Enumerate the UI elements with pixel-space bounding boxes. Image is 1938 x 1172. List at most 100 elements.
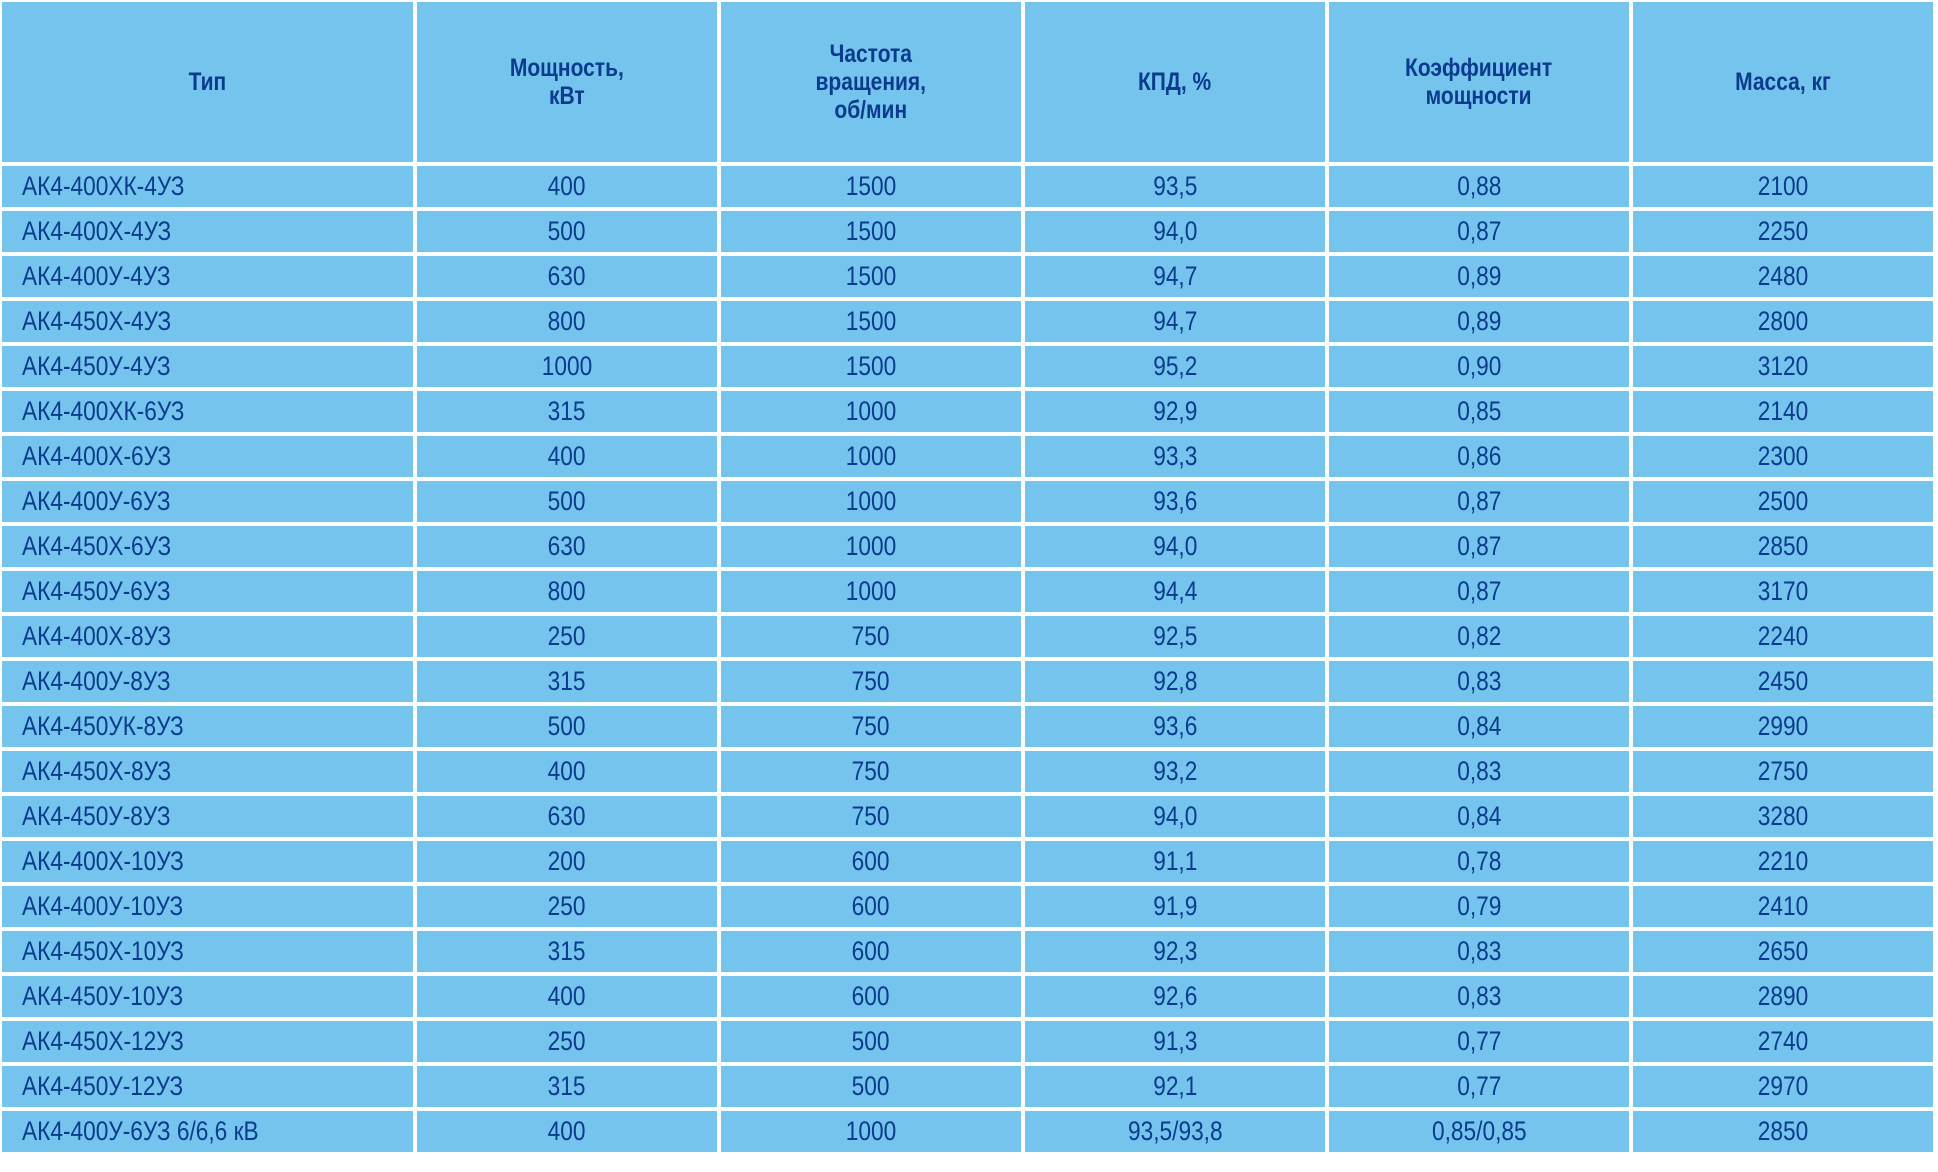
table-row: АК4-450Х-12УЗ 250 500 91,3 0,77 2740 — [2, 1021, 1933, 1062]
cell-efficiency: 94,0 — [1025, 211, 1325, 252]
cell-mass: 2100 — [1633, 166, 1933, 207]
cell-type-value: АК4-450У-6УЗ — [22, 576, 171, 606]
cell-mass: 3170 — [1633, 571, 1933, 612]
cell-mass: 2990 — [1633, 706, 1933, 747]
cell-speed: 600 — [721, 886, 1021, 927]
cell-mass-value: 2500 — [1757, 486, 1809, 516]
cell-efficiency: 92,3 — [1025, 931, 1325, 972]
cell-efficiency-value: 94,0 — [1152, 801, 1198, 831]
cell-mass: 2480 — [1633, 256, 1933, 297]
cell-efficiency-value: 93,5/93,8 — [1127, 1116, 1223, 1146]
cell-speed: 750 — [721, 796, 1021, 837]
cell-efficiency-value: 93,2 — [1152, 756, 1198, 786]
cell-type: АК4-400ХК-4УЗ — [2, 166, 413, 207]
cell-power-value: 630 — [548, 801, 586, 831]
cell-speed: 600 — [721, 931, 1021, 972]
table-row: АК4-400У-6УЗ 6/6,6 кВ 400 1000 93,5/93,8 0,8… — [2, 1111, 1933, 1152]
cell-type: АК4-400Х-10УЗ — [2, 841, 413, 882]
cell-efficiency-value: 93,3 — [1152, 441, 1198, 471]
cell-speed-value: 1000 — [845, 576, 897, 606]
cell-power-value: 315 — [548, 936, 586, 966]
cell-efficiency-value: 94,7 — [1152, 306, 1198, 336]
cell-type-value: АК4-400ХК-6УЗ — [22, 396, 185, 426]
cell-speed-value: 750 — [852, 621, 890, 651]
cell-power-factor-value: 0,83 — [1456, 981, 1502, 1011]
cell-mass: 2740 — [1633, 1021, 1933, 1062]
cell-mass: 2500 — [1633, 481, 1933, 522]
cell-speed-value: 500 — [852, 1026, 890, 1056]
table-row: АК4-400ХК-6УЗ 315 1000 92,9 0,85 2140 — [2, 391, 1933, 432]
cell-speed: 1500 — [721, 211, 1021, 252]
cell-mass-value: 3280 — [1757, 801, 1809, 831]
header-speed-label: Частота вращения, об/мин — [815, 40, 927, 124]
cell-power-factor-value: 0,87 — [1456, 576, 1502, 606]
cell-mass: 2240 — [1633, 616, 1933, 657]
table-row: АК4-450Х-8УЗ 400 750 93,2 0,83 2750 — [2, 751, 1933, 792]
cell-speed: 1000 — [721, 391, 1021, 432]
table-row: АК4-450У-4УЗ 1000 1500 95,2 0,90 3120 — [2, 346, 1933, 387]
cell-power-value: 500 — [548, 216, 586, 246]
cell-mass: 2300 — [1633, 436, 1933, 477]
cell-power-factor: 0,88 — [1329, 166, 1629, 207]
cell-efficiency-value: 92,9 — [1152, 396, 1198, 426]
table-row: АК4-450У-12УЗ 315 500 92,1 0,77 2970 — [2, 1066, 1933, 1107]
cell-power-factor: 0,79 — [1329, 886, 1629, 927]
cell-speed-value: 1500 — [845, 171, 897, 201]
table-row: АК4-400Х-6УЗ 400 1000 93,3 0,86 2300 — [2, 436, 1933, 477]
cell-speed-value: 1000 — [845, 486, 897, 516]
cell-power-value: 250 — [548, 1026, 586, 1056]
cell-mass-value: 2850 — [1757, 531, 1809, 561]
cell-type-value: АК4-400У-10УЗ — [22, 891, 184, 921]
cell-speed-value: 600 — [852, 936, 890, 966]
table-header: Тип Мощность, кВт Частота вращения, об/мин КПД… — [2, 2, 1933, 162]
cell-type-value: АК4-450У-8УЗ — [22, 801, 171, 831]
cell-power-value: 800 — [548, 576, 586, 606]
cell-mass-value: 2240 — [1757, 621, 1809, 651]
cell-type: АК4-400У-6УЗ 6/6,6 кВ — [2, 1111, 413, 1152]
table-row: АК4-400ХК-4УЗ 400 1500 93,5 0,88 2100 — [2, 166, 1933, 207]
cell-type-value: АК4-450Х-6УЗ — [22, 531, 172, 561]
header-row: Тип Мощность, кВт Частота вращения, об/мин КПД… — [2, 2, 1933, 162]
header-power: Мощность, кВт — [417, 2, 717, 162]
cell-mass: 2800 — [1633, 301, 1933, 342]
cell-type-value: АК4-400У-8УЗ — [22, 666, 171, 696]
header-type: Тип — [2, 2, 413, 162]
cell-power-factor-value: 0,87 — [1456, 216, 1502, 246]
cell-type-value: АК4-450У-12УЗ — [22, 1071, 184, 1101]
cell-power-value: 315 — [548, 1071, 586, 1101]
cell-efficiency: 92,1 — [1025, 1066, 1325, 1107]
cell-mass-value: 2480 — [1757, 261, 1809, 291]
cell-speed-value: 750 — [852, 666, 890, 696]
cell-type-value: АК4-450Х-4УЗ — [22, 306, 172, 336]
table-row: АК4-400У-10УЗ 250 600 91,9 0,79 2410 — [2, 886, 1933, 927]
cell-speed: 1000 — [721, 436, 1021, 477]
cell-power-value: 250 — [548, 891, 586, 921]
cell-mass: 3280 — [1633, 796, 1933, 837]
cell-speed: 1500 — [721, 166, 1021, 207]
cell-power: 400 — [417, 1111, 717, 1152]
cell-efficiency-value: 91,9 — [1152, 891, 1198, 921]
cell-power-value: 400 — [548, 171, 586, 201]
cell-efficiency-value: 94,0 — [1152, 216, 1198, 246]
table-row: АК4-450Х-4УЗ 800 1500 94,7 0,89 2800 — [2, 301, 1933, 342]
cell-power: 500 — [417, 481, 717, 522]
cell-power-value: 400 — [548, 441, 586, 471]
cell-mass-value: 3120 — [1757, 351, 1809, 381]
table-row: АК4-450Х-10УЗ 315 600 92,3 0,83 2650 — [2, 931, 1933, 972]
table-row: АК4-400Х-4УЗ 500 1500 94,0 0,87 2250 — [2, 211, 1933, 252]
cell-mass: 2210 — [1633, 841, 1933, 882]
cell-power-factor: 0,89 — [1329, 301, 1629, 342]
cell-mass: 2750 — [1633, 751, 1933, 792]
table-row: АК4-400У-4УЗ 630 1500 94,7 0,89 2480 — [2, 256, 1933, 297]
cell-power-factor-value: 0,88 — [1456, 171, 1502, 201]
cell-mass-value: 2750 — [1757, 756, 1809, 786]
cell-type-value: АК4-450Х-8УЗ — [22, 756, 172, 786]
cell-speed: 750 — [721, 751, 1021, 792]
cell-power: 500 — [417, 706, 717, 747]
cell-speed: 600 — [721, 976, 1021, 1017]
cell-type: АК4-450У-8УЗ — [2, 796, 413, 837]
cell-speed-value: 1500 — [845, 306, 897, 336]
cell-mass: 2250 — [1633, 211, 1933, 252]
cell-efficiency-value: 92,6 — [1152, 981, 1198, 1011]
cell-mass-value: 2650 — [1757, 936, 1809, 966]
